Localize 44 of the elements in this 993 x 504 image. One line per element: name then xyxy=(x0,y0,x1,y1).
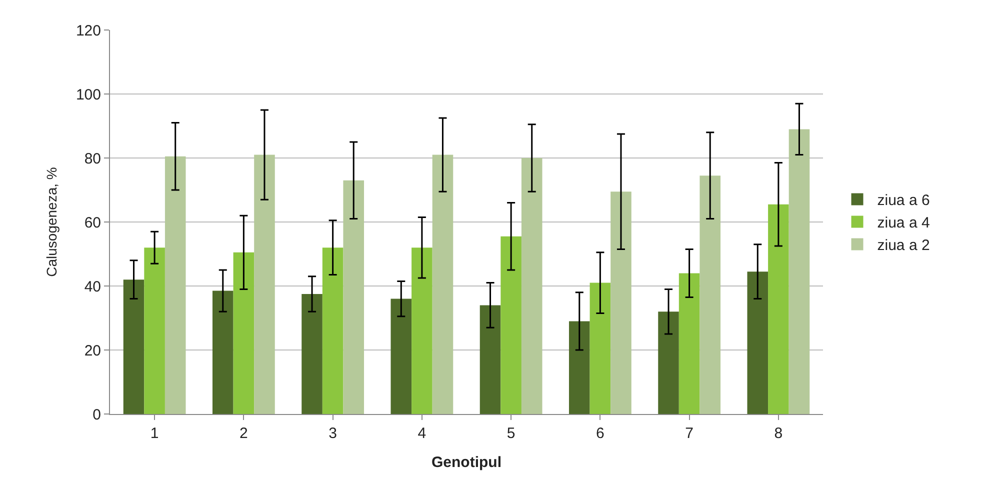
bar xyxy=(212,290,234,414)
x-tick-label: 6 xyxy=(596,425,604,442)
bar xyxy=(678,273,700,414)
y-tick-label: 100 xyxy=(76,86,101,104)
legend-label: ziua a 2 xyxy=(877,237,930,254)
bar xyxy=(747,272,768,414)
x-axis-title: Genotipul xyxy=(432,454,502,471)
bar xyxy=(480,305,501,414)
x-tick-label: 3 xyxy=(328,425,337,442)
x-tick-label: 7 xyxy=(685,425,694,442)
bar xyxy=(343,180,364,414)
bar xyxy=(302,294,322,414)
bar xyxy=(412,248,432,414)
legend-label: ziua a 6 xyxy=(877,192,930,210)
bar xyxy=(568,321,590,414)
y-tick-label: 80 xyxy=(84,150,101,168)
bar xyxy=(610,192,632,414)
bar xyxy=(700,176,721,414)
legend-label: ziua a 4 xyxy=(877,214,930,232)
bar xyxy=(233,252,254,414)
y-tick-label: 0 xyxy=(92,406,101,424)
bar xyxy=(123,280,144,414)
bar xyxy=(144,248,165,414)
x-tick-label: 2 xyxy=(240,425,248,442)
bar xyxy=(254,154,275,414)
y-tick-label: 60 xyxy=(84,214,101,232)
bar xyxy=(521,158,542,414)
y-tick-label: 20 xyxy=(84,342,101,360)
bar xyxy=(658,312,679,414)
bar xyxy=(432,154,454,414)
x-tick-label: 4 xyxy=(418,425,426,442)
bar xyxy=(322,248,344,414)
bar xyxy=(788,129,810,414)
y-axis-title: Calusogeneza, % xyxy=(44,167,60,277)
bar xyxy=(590,282,611,414)
bar xyxy=(390,298,412,414)
bar xyxy=(768,204,789,414)
x-tick-label: 1 xyxy=(150,425,159,442)
y-tick-label: 40 xyxy=(84,278,101,296)
x-tick-label: 8 xyxy=(774,425,783,442)
y-tick-label: 120 xyxy=(76,22,101,40)
bar xyxy=(500,236,522,414)
x-tick-label: 5 xyxy=(506,425,516,442)
bar xyxy=(164,156,186,414)
